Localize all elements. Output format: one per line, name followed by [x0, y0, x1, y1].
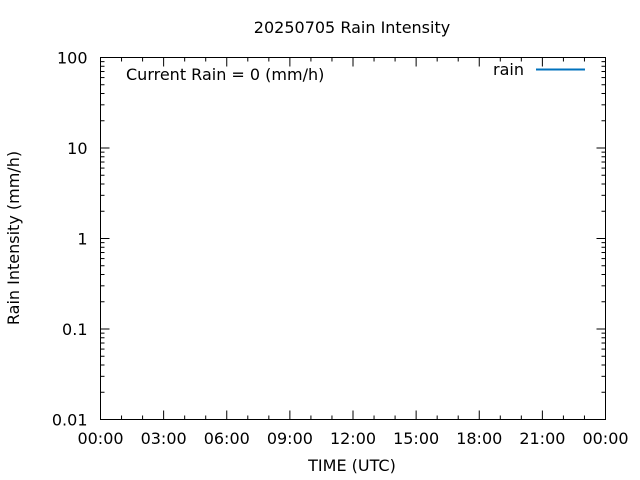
tick-labels: 0.01 0.1 1 10 100 00:00 03:00 06:00 09:00 12:00 15… — [52, 49, 629, 449]
x-tick-label: 00:00 — [77, 429, 123, 448]
axis-ticks — [100, 57, 606, 420]
x-tick-label: 00:00 — [582, 429, 628, 448]
x-tick-label: 06:00 — [204, 429, 250, 448]
x-axis-label: TIME (UTC) — [307, 456, 396, 475]
x-tick-label: 09:00 — [267, 429, 313, 448]
x-tick-label: 03:00 — [141, 429, 187, 448]
y-tick-label: 0.1 — [62, 320, 87, 339]
x-tick-label: 15:00 — [393, 429, 439, 448]
x-tick-label: 12:00 — [330, 429, 376, 448]
y-tick-label: 100 — [57, 49, 88, 68]
y-axis-label: Rain Intensity (mm/h) — [4, 151, 23, 325]
x-tick-label: 18:00 — [456, 429, 502, 448]
x-tick-label: 21:00 — [519, 429, 565, 448]
y-tick-label: 10 — [67, 139, 87, 158]
current-rain-annotation: Current Rain = 0 (mm/h) — [126, 65, 324, 84]
chart-title: 20250705 Rain Intensity — [254, 18, 450, 37]
y-tick-label: 0.01 — [52, 411, 88, 430]
y-tick-label: 1 — [77, 230, 87, 249]
plot-frame — [100, 57, 606, 420]
legend-label-rain: rain — [493, 60, 524, 79]
